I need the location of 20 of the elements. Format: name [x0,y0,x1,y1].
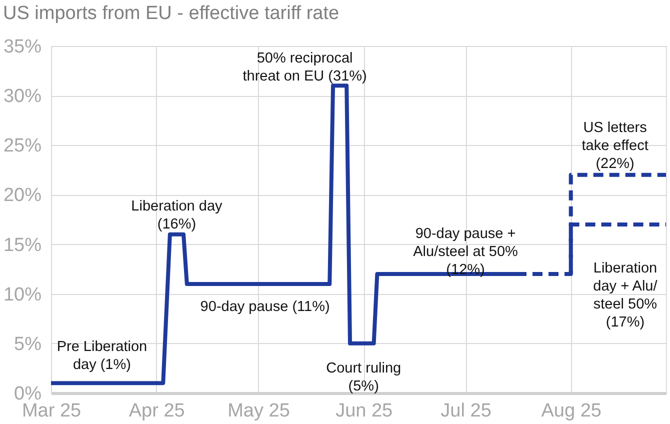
y-tick-label: 35% [3,36,42,58]
annotation: Court ruling (5%) [326,360,402,394]
annotation: US letters take effect (22%) [582,120,648,172]
x-tick-label: Aug 25 [541,400,602,422]
annotation: 90-day pause (11%) [200,298,330,315]
y-tick-label: 10% [3,284,42,306]
annotation: Liberation day + Alu/ steel 50% (17%) [593,260,658,330]
x-tick-label: May 25 [228,400,290,422]
x-tick-label: Jul 25 [440,400,492,422]
annotation: 50% reciprocal threat on EU (31%) [242,50,367,85]
y-tick-label: 30% [3,86,42,108]
annotation: Liberation day (16%) [131,198,224,232]
y-tick-label: 15% [3,234,42,256]
x-tick-label: Jun 25 [336,400,393,422]
chart-title: US imports from EU - effective tariff rate [2,3,340,24]
annotation: Pre Liberation day (1%) [56,339,148,374]
y-tick-label: 5% [14,334,42,355]
x-tick-label: Apr 25 [128,400,185,422]
y-tick-label: 20% [3,185,42,206]
y-tick-label: 25% [3,136,42,157]
